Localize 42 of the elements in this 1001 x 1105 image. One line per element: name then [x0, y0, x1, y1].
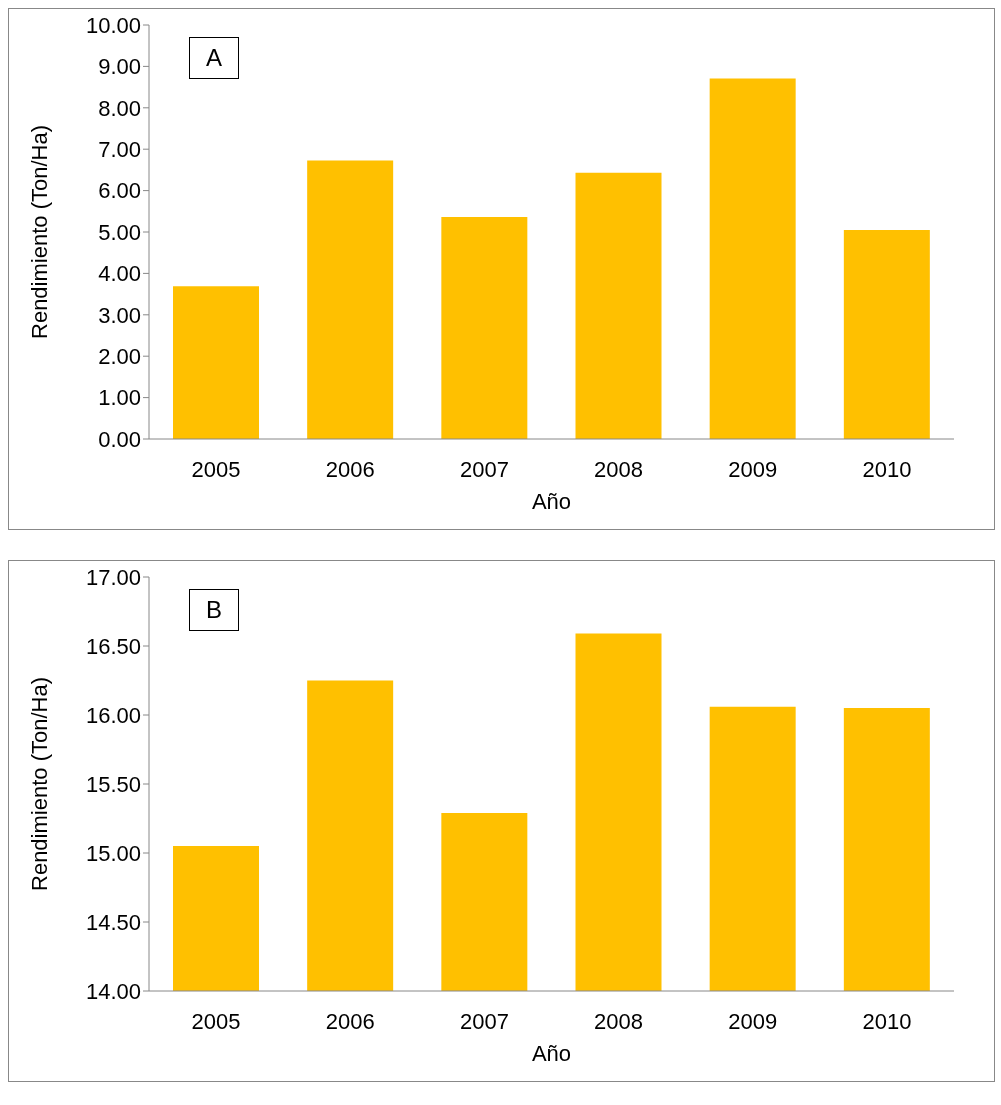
y-axis-title: Rendimiento (Ton/Ha): [26, 677, 52, 891]
y-tick-label: 15.00: [85, 840, 141, 866]
bar: [307, 160, 394, 439]
x-tick-label: 2009: [728, 1008, 778, 1034]
x-tick-label: 2009: [728, 456, 778, 482]
y-axis-title: Rendimiento (Ton/Ha): [26, 125, 52, 339]
x-tick-label: 2010: [862, 456, 912, 482]
x-tick-label: 2008: [594, 1008, 644, 1034]
y-tick-label: 3.00: [98, 302, 141, 328]
y-tick-label: 2.00: [98, 344, 141, 370]
x-tick-label: 2010: [862, 1008, 912, 1034]
x-tick-label: 2005: [191, 1008, 241, 1034]
bar: [575, 172, 662, 439]
y-tick-label: 0.00: [98, 426, 141, 452]
x-axis-title: Año: [531, 1041, 572, 1066]
panel-letter-box: B: [189, 589, 239, 631]
x-tick-label: 2006: [325, 456, 375, 482]
bar: [843, 229, 930, 439]
y-tick-label: 1.00: [98, 385, 141, 411]
x-tick-label: 2007: [459, 1008, 509, 1034]
x-tick-label: 2008: [594, 456, 644, 482]
y-tick-label: 10.00: [85, 12, 141, 38]
y-tick-label: 7.00: [98, 137, 141, 163]
x-tick-label: 2005: [191, 456, 241, 482]
y-tick-label: 8.00: [98, 95, 141, 121]
y-tick-label: 5.00: [98, 219, 141, 245]
bar: [173, 286, 259, 439]
panel-letter-box: A: [189, 37, 239, 79]
y-tick-label: 14.00: [85, 978, 141, 1004]
bar: [441, 217, 528, 439]
y-tick-label: 6.00: [98, 178, 141, 204]
x-tick-label: 2007: [459, 456, 509, 482]
x-axis-title: Año: [531, 489, 572, 514]
y-tick-label: 15.50: [85, 771, 141, 797]
bar: [709, 78, 796, 439]
y-tick-label: 16.00: [85, 702, 141, 728]
y-tick-label: 16.50: [85, 633, 141, 659]
y-tick-label: 14.50: [85, 909, 141, 935]
x-tick-label: 2006: [325, 1008, 375, 1034]
y-tick-label: 9.00: [98, 54, 141, 80]
y-tick-label: 4.00: [98, 261, 141, 287]
y-tick-label: 17.00: [85, 564, 141, 590]
